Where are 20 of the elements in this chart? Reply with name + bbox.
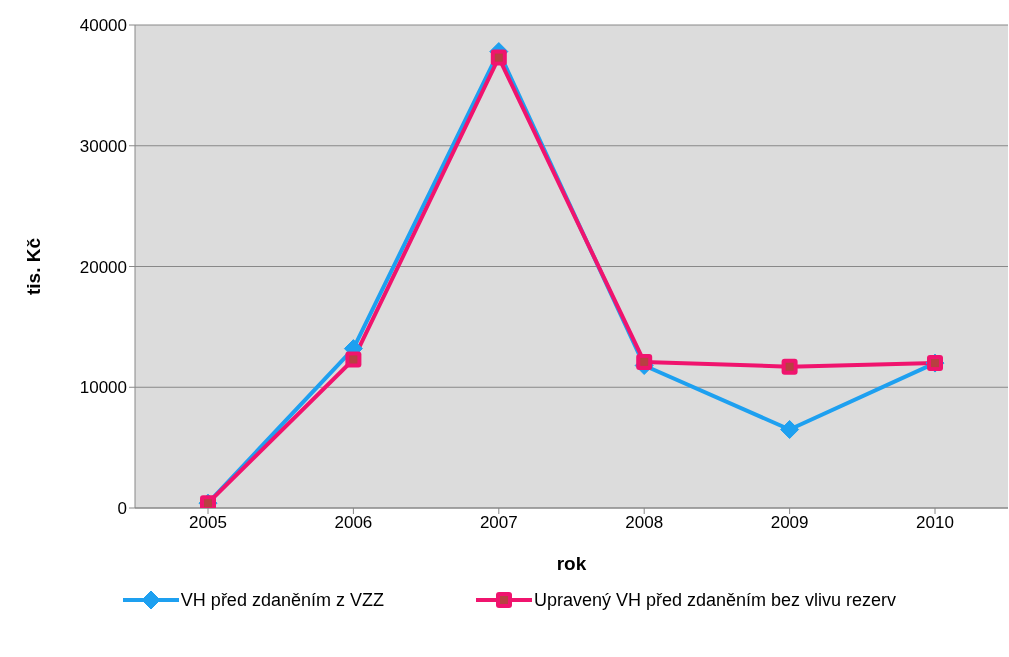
- y-tick-label: 20000: [79, 257, 127, 277]
- point: [781, 358, 798, 375]
- x-tick-label: 2010: [916, 513, 954, 533]
- legend-label: Upravený VH před zdaněním bez vlivu rezerv: [533, 589, 897, 611]
- point: [636, 353, 653, 370]
- x-tick-label: 2008: [625, 513, 664, 533]
- x-tick-label: 2005: [189, 513, 227, 533]
- x-tick-label: 2006: [334, 513, 373, 533]
- x-tick-label: 2007: [479, 513, 518, 533]
- x-axis-title: rok: [556, 553, 587, 574]
- y-tick-label: 30000: [79, 136, 127, 156]
- y-tick-label: 10000: [79, 378, 127, 398]
- point: [345, 351, 362, 368]
- point: [780, 420, 800, 440]
- x-tick-label: 2009: [770, 513, 809, 533]
- y-tick-label: 0: [117, 499, 127, 519]
- y-axis-title: tis. Kč: [22, 237, 44, 296]
- y-tick-label: 40000: [79, 16, 127, 36]
- point: [490, 49, 507, 66]
- legend-label: VH před zdaněním z VZZ: [180, 589, 384, 611]
